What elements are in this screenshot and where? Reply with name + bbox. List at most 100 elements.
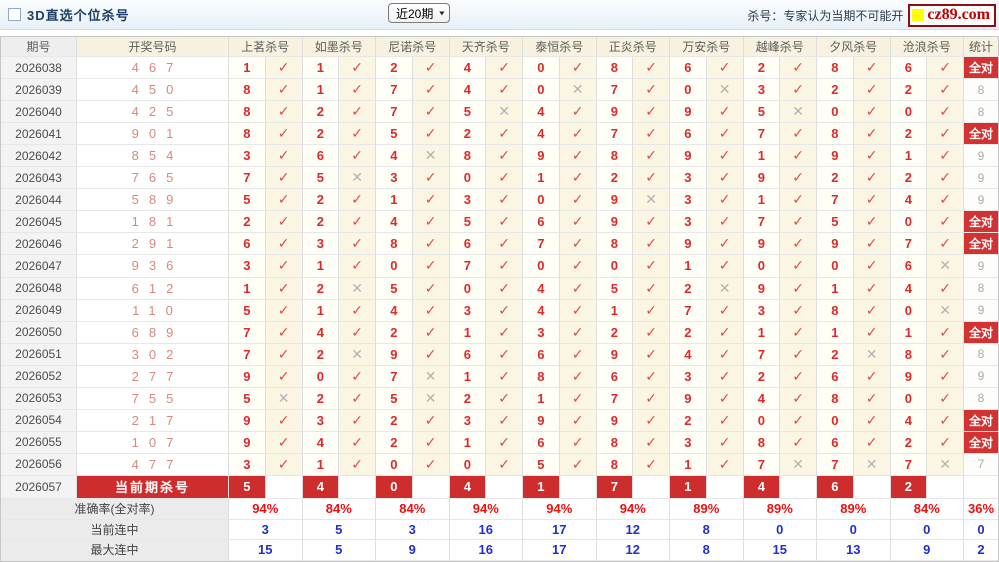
kill-number-cell: 9	[523, 145, 560, 168]
footer-row-label: 准确率(全对率)	[1, 498, 229, 520]
check-icon: ✓	[412, 409, 450, 432]
kill-number-cell: 4	[890, 277, 928, 300]
footer-value-cell: 94%	[596, 498, 670, 520]
kill-number-cell: 9	[817, 233, 854, 256]
check-icon: ✓	[780, 343, 817, 366]
kill-number-cell: 6	[890, 57, 928, 80]
topbar-right: 杀号：专家认为当期不可能开 cz89.com	[747, 0, 996, 30]
kill-number-cell: 9	[376, 343, 413, 366]
footer-row-label: 当前连中	[1, 519, 229, 540]
check-icon: ✓	[339, 321, 376, 344]
period-range-select[interactable]: 近20期 ▾	[388, 3, 451, 23]
site-logo[interactable]: cz89.com	[908, 3, 996, 27]
period-cell: 2026051	[1, 343, 77, 366]
kill-number-cell: 5	[817, 211, 854, 234]
period-cell: 2026038	[1, 57, 77, 80]
check-icon: ✓	[486, 343, 523, 366]
stat-cell: 全对	[964, 233, 998, 256]
draw-numbers-cell: 901	[77, 123, 229, 146]
draw-numbers-cell: 612	[77, 277, 229, 300]
kill-number-cell: 9	[743, 277, 781, 300]
check-icon: ✓	[265, 255, 303, 278]
kill-number-cell: 9	[596, 189, 634, 212]
kill-number-cell: 4	[743, 387, 781, 410]
check-icon: ✓	[927, 145, 964, 168]
kill-number-cell: 9	[743, 233, 781, 256]
kill-number-cell: 7	[449, 255, 487, 278]
kill-number-cell: 2	[376, 409, 413, 432]
draw-numbers-cell: 467	[77, 57, 229, 80]
kill-number-cell: 7	[743, 343, 781, 366]
kill-number-cell: 3	[670, 211, 707, 234]
footer-value-cell: 94%	[229, 498, 303, 520]
kill-number-cell: 7	[743, 453, 781, 476]
check-icon: ✓	[706, 145, 744, 168]
kill-number-cell: 9	[229, 409, 266, 432]
kill-number-cell: 0	[449, 277, 487, 300]
kill-number-cell: 3	[229, 255, 266, 278]
current-kill-mark-empty	[265, 475, 303, 499]
kill-number-cell: 1	[229, 277, 266, 300]
kill-number-cell: 5	[596, 277, 634, 300]
check-icon: ✓	[559, 321, 597, 344]
kill-number-cell: 9	[523, 409, 560, 432]
check-icon: ✓	[412, 233, 450, 256]
kill-number-cell: 7	[817, 453, 854, 476]
check-icon: ✓	[559, 409, 597, 432]
check-icon: ✓	[486, 233, 523, 256]
cross-icon: ✕	[706, 79, 744, 102]
check-icon: ✓	[927, 277, 964, 300]
kill-number-cell: 6	[229, 233, 266, 256]
kill-number-cell: 5	[302, 167, 340, 190]
checkbox-icon[interactable]	[8, 8, 21, 21]
footer-value-cell: 89%	[743, 498, 817, 520]
stat-cell: 9	[964, 255, 998, 278]
check-icon: ✓	[853, 431, 891, 454]
kill-number-cell: 4	[302, 431, 340, 454]
cross-icon: ✕	[853, 453, 891, 476]
check-icon: ✓	[780, 57, 817, 80]
current-kill-label: 当前期杀号	[77, 475, 229, 499]
kill-number-cell: 2	[596, 167, 634, 190]
draw-numbers-cell: 450	[77, 79, 229, 102]
kill-number-cell: 4	[376, 145, 413, 168]
current-kill-mark-empty	[486, 475, 523, 499]
check-icon: ✓	[339, 453, 376, 476]
current-kill-number-cell: 6	[817, 475, 854, 499]
check-icon: ✓	[486, 387, 523, 410]
kill-number-cell: 0	[670, 79, 707, 102]
footer-value-cell: 17	[523, 519, 597, 540]
check-icon: ✓	[853, 101, 891, 124]
kill-number-cell: 2	[890, 167, 928, 190]
footer-value-cell: 12	[596, 539, 670, 561]
kill-number-cell: 0	[743, 255, 781, 278]
current-kill-number-cell: 4	[302, 475, 340, 499]
check-icon: ✓	[780, 255, 817, 278]
check-icon: ✓	[265, 321, 303, 344]
footer-value-cell: 3	[376, 519, 450, 540]
cross-icon: ✕	[412, 365, 450, 388]
kill-number-cell: 8	[817, 123, 854, 146]
footer-stat-cell: 0	[964, 519, 998, 540]
kill-number-cell: 1	[302, 57, 340, 80]
check-icon: ✓	[780, 167, 817, 190]
footer-stat-cell: 36%	[964, 498, 998, 520]
kill-number-cell: 8	[449, 145, 487, 168]
kill-number-cell: 2	[376, 57, 413, 80]
check-icon: ✓	[706, 343, 744, 366]
check-icon: ✓	[486, 211, 523, 234]
period-cell: 2026056	[1, 453, 77, 476]
current-kill-number-cell: 1	[670, 475, 707, 499]
footer-value-cell: 8	[670, 539, 744, 561]
period-cell: 2026050	[1, 321, 77, 344]
check-icon: ✓	[265, 343, 303, 366]
kill-number-cell: 3	[302, 233, 340, 256]
kill-number-cell: 9	[229, 431, 266, 454]
kill-number-cell: 5	[376, 277, 413, 300]
kill-number-cell: 2	[449, 123, 487, 146]
check-icon: ✓	[412, 431, 450, 454]
kill-number-cell: 8	[890, 343, 928, 366]
period-cell: 2026053	[1, 387, 77, 410]
check-icon: ✓	[780, 211, 817, 234]
check-icon: ✓	[780, 233, 817, 256]
